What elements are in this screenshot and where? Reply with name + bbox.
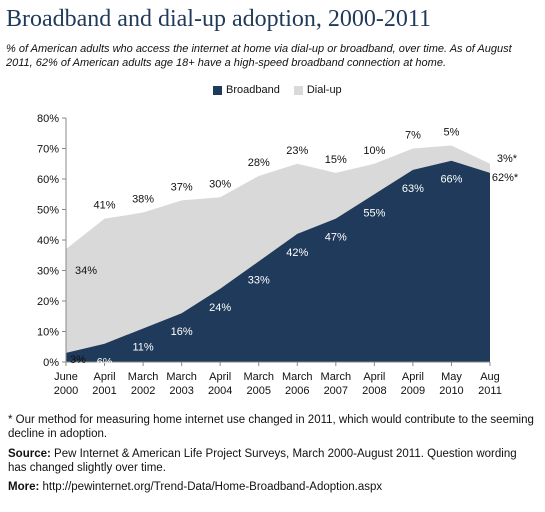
y-tick-label: 40% (37, 235, 59, 247)
dialup-data-label: 30% (209, 178, 231, 190)
dialup-area (66, 145, 490, 353)
legend-swatch-dialup (293, 85, 303, 95)
x-tick-label: March (282, 371, 313, 383)
broadband-data-label: 11% (132, 341, 153, 353)
legend-swatch-broadband (213, 85, 222, 95)
dialup-data-label: 28% (248, 157, 270, 169)
source-note: Source: Pew Internet & American Life Pro… (8, 447, 538, 475)
legend-item-broadband: Broadband (213, 84, 280, 96)
x-tick-label: March (243, 371, 274, 383)
x-tick-label: May (441, 371, 462, 383)
dialup-data-label: 10% (363, 145, 385, 157)
legend: Broadband Dial-up (213, 84, 350, 96)
x-tick-label: March (321, 371, 352, 383)
x-tick-label: 2008 (362, 385, 386, 397)
broadband-data-label: 66% (440, 174, 462, 186)
more-label: More: (8, 481, 40, 493)
y-tick-label: 70% (37, 144, 59, 156)
broadband-data-label: 55% (363, 207, 385, 219)
source-label: Source: (8, 448, 51, 460)
x-tick-label: 2001 (92, 385, 116, 397)
more-link[interactable]: http://pewinternet.org/Trend-Data/Home-B… (42, 481, 383, 493)
dialup-data-label: 37% (171, 181, 193, 193)
broadband-data-label: 3% (70, 354, 86, 366)
broadband-data-label: 16% (171, 326, 193, 338)
x-tick-label: 2011 (478, 385, 502, 397)
source-text: Pew Internet & American Life Project Sur… (8, 448, 517, 474)
legend-item-dialup: Dial-up (293, 84, 342, 96)
broadband-data-label: 62%* (492, 172, 519, 184)
dialup-data-label: 38% (132, 194, 154, 206)
x-tick-label: March (128, 371, 159, 383)
broadband-data-label: 42% (286, 247, 308, 259)
y-tick-label: 30% (37, 266, 59, 278)
y-tick-label: 60% (37, 174, 59, 186)
chart-subtitle: % of American adults who access the inte… (6, 43, 512, 69)
x-tick-label: 2009 (401, 385, 425, 397)
broadband-data-label: 33% (248, 274, 270, 286)
y-tick-label: 10% (37, 327, 59, 339)
dialup-data-label: 41% (94, 200, 116, 212)
broadband-data-label: 24% (209, 302, 231, 314)
x-tick-label: April (94, 371, 116, 383)
footnote: * Our method for measuring home internet… (8, 414, 534, 440)
x-tick-label: 2006 (285, 385, 309, 397)
dialup-data-label: 3%* (497, 153, 518, 165)
x-tick-label: Aug (480, 371, 500, 383)
broadband-data-label: 47% (325, 232, 347, 244)
x-tick-label: 2007 (324, 385, 348, 397)
y-tick-label: 80% (37, 113, 59, 125)
dialup-data-label: 15% (325, 154, 347, 166)
x-tick-label: March (166, 371, 197, 383)
x-tick-label: 2010 (439, 385, 463, 397)
legend-label-dialup: Dial-up (306, 84, 342, 96)
x-tick-label: 2002 (131, 385, 155, 397)
y-tick-label: 50% (37, 205, 59, 217)
x-tick-label: April (363, 371, 385, 383)
area-chart: 0% 10% 20% 30% 40% 50% 60% 70% 80% June 2000 April 2… (37, 113, 519, 397)
x-tick-label: 2003 (169, 385, 193, 397)
x-tick-label: 2005 (246, 385, 270, 397)
x-tick-label: 2000 (54, 385, 78, 397)
more-note: More: http://pewinternet.org/Trend-Data/… (8, 480, 538, 494)
dialup-data-label: 34% (75, 265, 97, 277)
dialup-data-label: 7% (405, 130, 421, 142)
chart-title: Broadband and dial-up adoption, 2000-201… (6, 6, 432, 32)
broadband-data-label: 63% (402, 183, 424, 195)
x-tick-label: June (54, 371, 78, 383)
broadband-data-label: 6% (97, 357, 113, 369)
x-tick-label: April (209, 371, 231, 383)
x-tick-label: April (402, 371, 424, 383)
broadband-area (66, 160, 490, 362)
dialup-data-label: 23% (286, 145, 308, 157)
legend-label-broadband: Broadband (226, 84, 280, 96)
y-tick-label: 0% (43, 357, 59, 369)
x-tick-label: 2004 (208, 385, 232, 397)
y-tick-label: 20% (37, 296, 59, 308)
dialup-data-label: 5% (444, 126, 460, 138)
